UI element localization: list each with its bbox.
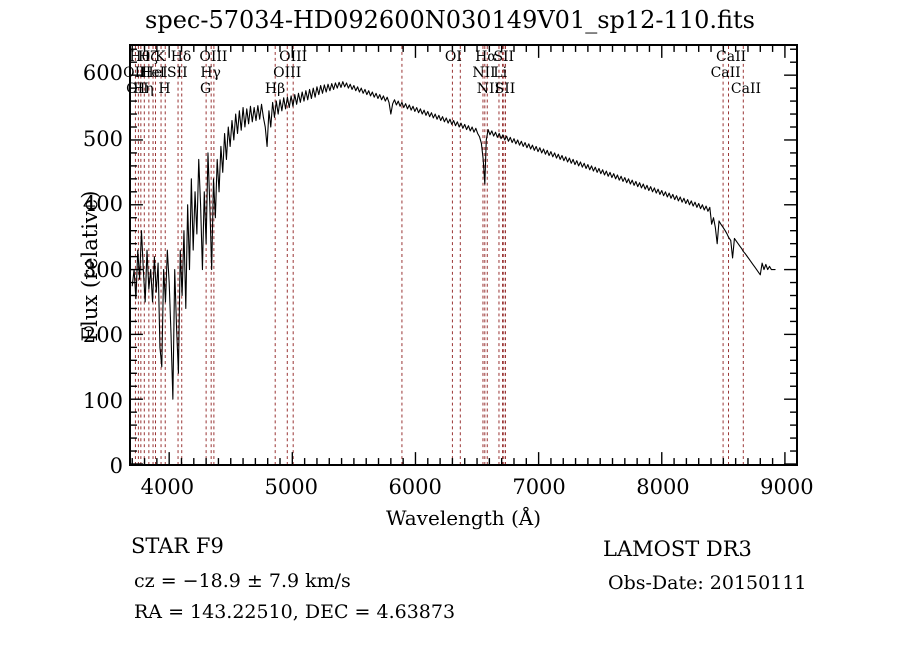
plot-area: OII OII H0 Hη Hζ HeI HeI K H SII Hδ G Hγ OIII Hβ OIII OI…: [123, 44, 798, 466]
y-tick-label: 600: [82, 61, 123, 86]
emission-line-markers: [134, 46, 744, 464]
line-label: Hδ: [170, 49, 192, 65]
x-axis-label: Wavelength (Å): [385, 506, 542, 530]
coordinates-text: RA = 143.22510, DEC = 4.63873: [134, 601, 456, 623]
y-tick-label: 300: [82, 257, 123, 282]
spectrum-trace: [131, 81, 776, 400]
line-label: Hγ: [200, 65, 221, 81]
y-tick-label: 200: [82, 323, 123, 348]
line-label: CaII: [716, 49, 747, 65]
x-tick-label: 7000: [512, 475, 566, 499]
x-tick-label: 6000: [388, 475, 442, 499]
observation-date-text: Obs-Date: 20150111: [608, 572, 807, 594]
y-tick-label: 0: [109, 454, 123, 478]
line-label: Hη: [133, 81, 154, 97]
y-tick-label: 400: [82, 192, 123, 217]
line-label: OIII: [273, 65, 302, 81]
x-tick-label: 4000: [140, 475, 195, 499]
y-axis-label: Flux (relative): [78, 190, 102, 342]
survey-release-text: LAMOST DR3: [603, 537, 752, 561]
line-label: SII: [493, 49, 515, 65]
line-label: CaII: [710, 65, 741, 81]
y-tick-label: 100: [82, 388, 123, 413]
line-label: G: [199, 81, 212, 97]
line-label: H0: [129, 49, 151, 65]
line-label: CaII: [730, 81, 762, 97]
x-tick-label: 8000: [636, 475, 690, 499]
x-tick-label: 5000: [264, 475, 318, 499]
line-label: HeI: [141, 65, 168, 81]
x-tick-label: 9000: [760, 475, 814, 499]
y-axis-tick-labels: 0 100 200 300 400 500 600: [55, 44, 123, 477]
line-label: Hα: [475, 49, 497, 65]
line-label: OII: [126, 81, 149, 97]
line-label: K: [154, 49, 166, 65]
line-label: OIII: [199, 49, 228, 65]
y-tick-label: 500: [82, 126, 123, 151]
line-label: SII: [494, 81, 516, 97]
line-label: Hβ: [264, 81, 286, 97]
figure-title: spec-57034-HD092600N030149V01_sp12-110.f…: [145, 6, 755, 34]
line-label: HeI: [139, 65, 166, 81]
line-label: OI: [444, 49, 462, 65]
line-label: Li: [493, 65, 508, 81]
line-label: OIII: [279, 49, 308, 65]
line-label: NII: [476, 81, 501, 97]
line-label: NII: [472, 65, 496, 81]
line-label: SII: [166, 65, 188, 81]
spectrum-canvas: [131, 46, 796, 464]
line-label: OII: [123, 65, 146, 81]
axis-tick-marks: [131, 46, 796, 464]
line-label: Hζ: [138, 49, 158, 65]
object-class-text: STAR F9: [131, 534, 224, 558]
line-label: H: [158, 81, 171, 97]
radial-velocity-text: cz = −18.9 ± 7.9 km/s: [134, 570, 351, 592]
